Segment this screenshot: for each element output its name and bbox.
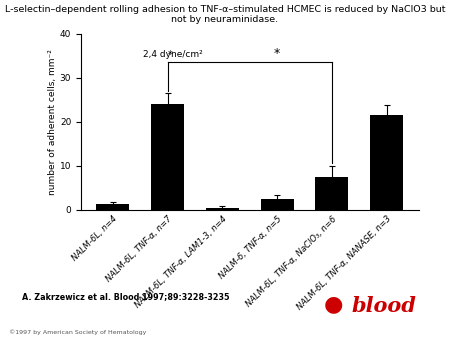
Bar — [206, 208, 239, 210]
Bar — [370, 115, 403, 210]
Text: A. Zakrzewicz et al. Blood 1997;89:3228-3235: A. Zakrzewicz et al. Blood 1997;89:3228-… — [22, 292, 230, 301]
Text: *: * — [274, 47, 280, 60]
Bar — [315, 177, 348, 210]
Y-axis label: number of adherent cells, mm⁻²: number of adherent cells, mm⁻² — [48, 49, 57, 195]
Text: L-selectin–dependent rolling adhesion to TNF-α–stimulated HCMEC is reduced by Na: L-selectin–dependent rolling adhesion to… — [5, 5, 445, 14]
Text: *: * — [168, 50, 173, 60]
Bar — [96, 204, 129, 210]
Text: ©1997 by American Society of Hematology: ©1997 by American Society of Hematology — [9, 329, 146, 335]
Text: not by neuraminidase.: not by neuraminidase. — [171, 15, 279, 24]
Bar — [261, 198, 293, 210]
Text: blood: blood — [351, 296, 416, 316]
Bar — [151, 104, 184, 210]
Text: 2,4 dyne/cm²: 2,4 dyne/cm² — [143, 50, 202, 59]
Text: ●: ● — [324, 294, 343, 314]
